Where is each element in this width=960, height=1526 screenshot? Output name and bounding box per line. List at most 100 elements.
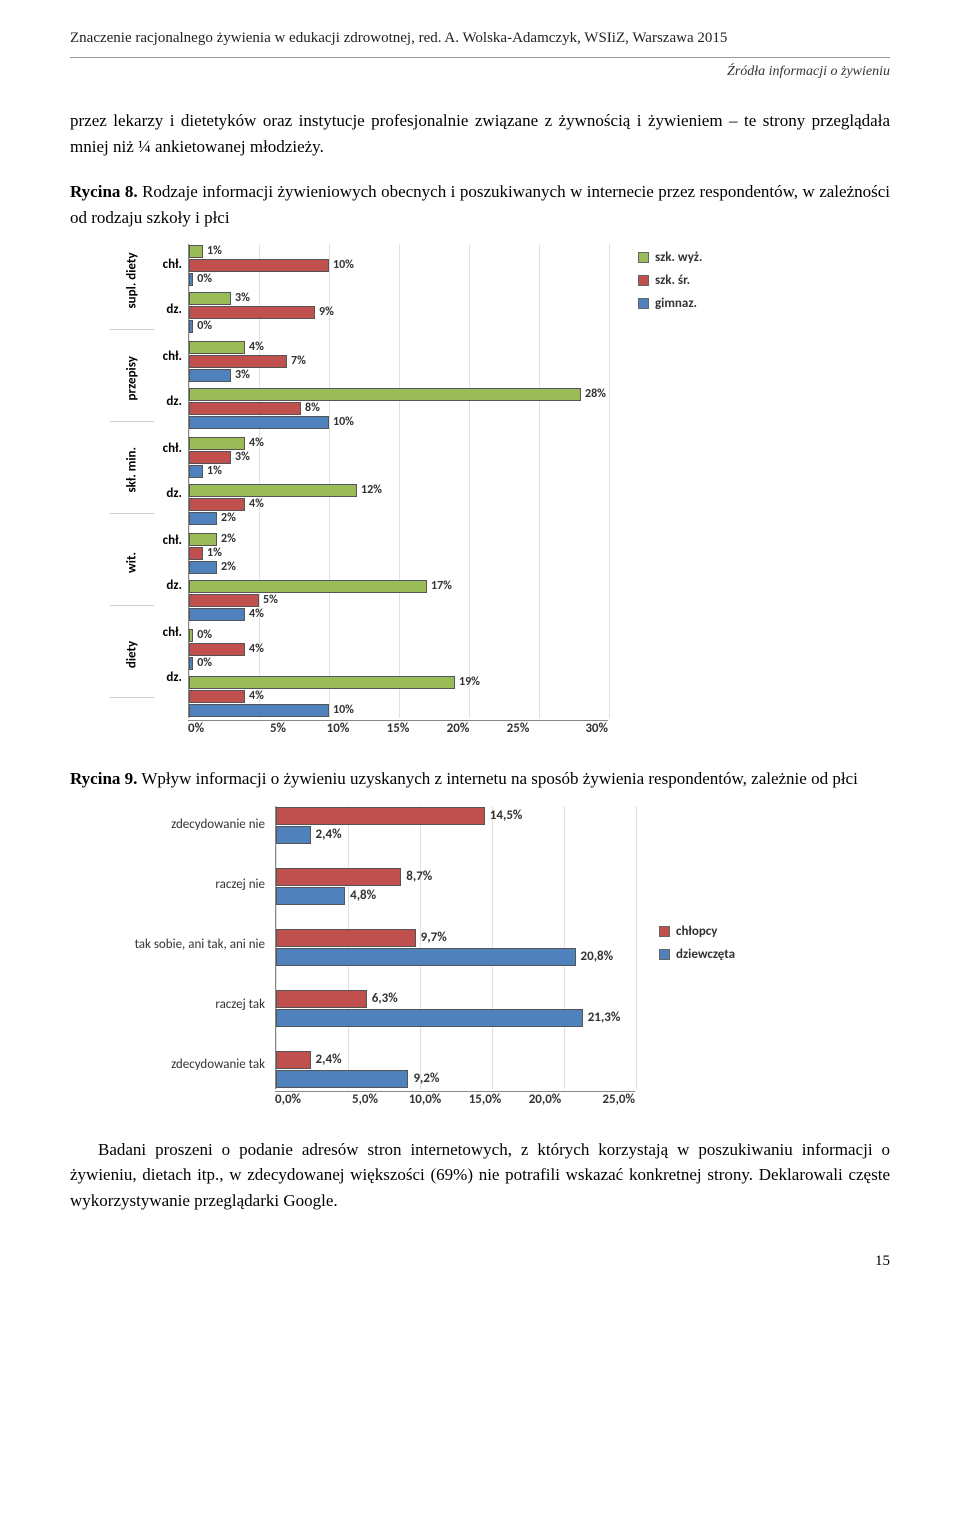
chart2-category-label: raczej nie (110, 866, 275, 904)
legend-label: gimnaz. (655, 296, 697, 311)
chart1-bar (189, 657, 193, 670)
chart2-bar-label: 2,4% (316, 827, 342, 842)
legend-swatch (659, 949, 670, 960)
legend-label: szk. śr. (655, 273, 690, 288)
chart1-xtick: 30% (548, 721, 608, 736)
chart2-category-label: raczej tak (110, 986, 275, 1024)
chart1-legend-item: szk. śr. (638, 273, 702, 288)
legend-label: dziewczęta (676, 947, 735, 962)
figure9-caption: Rycina 9. Wpływ informacji o żywieniu uz… (70, 766, 890, 792)
chart2-bar-label: 20,8% (581, 949, 614, 964)
chart1-bar (189, 437, 245, 450)
chart1-bar-label: 12% (361, 483, 382, 497)
chart1-bar-label: 2% (221, 532, 236, 546)
chart1-subgroup-label: dz. (154, 473, 188, 514)
chart1-bar-label: 10% (333, 258, 354, 272)
chart2-bar-label: 4,8% (350, 888, 376, 903)
chart2-bar-label: 2,4% (316, 1052, 342, 1067)
chart2-bar-label: 9,7% (421, 930, 447, 945)
chart1-bar (189, 388, 581, 401)
chart2-xtick: 15,0% (455, 1092, 515, 1107)
chart1-bar (189, 512, 217, 525)
chart2-bar (276, 826, 311, 844)
chart2-legend-item: chłopcy (659, 924, 735, 939)
chart2-bar-label: 14,5% (490, 808, 523, 823)
chart1-bar-label: 9% (319, 305, 334, 319)
chart1-bar-label: 0% (197, 656, 212, 670)
chart1-bar-label: 2% (221, 560, 236, 574)
chart2-bar (276, 868, 401, 886)
legend-swatch (659, 926, 670, 937)
chart1-bar-label: 1% (207, 464, 222, 478)
chart1-group-label: skł. min. (125, 449, 140, 493)
chart2-bar (276, 948, 576, 966)
chart1-group-label: diety (125, 633, 140, 677)
figure8-caption-text: Rodzaje informacji żywieniowych obecnych… (70, 182, 890, 227)
chart1-subgroup-label: dz. (154, 289, 188, 330)
chart1-bar-label: 0% (197, 272, 212, 286)
chart1-bar (189, 484, 357, 497)
chart1-subgroup-label: dz. (154, 565, 188, 606)
chart1-subgroup-label: dz. (154, 381, 188, 422)
chart2-xtick: 20,0% (515, 1092, 575, 1107)
chart1-bar-label: 10% (333, 415, 354, 429)
chart1-bar (189, 704, 329, 717)
chart1-bar-label: 28% (585, 387, 606, 401)
chart1-bar (189, 341, 245, 354)
chart1-bar-label: 10% (333, 703, 354, 717)
chart2-legend-item: dziewczęta (659, 947, 735, 962)
chart2-bar (276, 1009, 583, 1027)
chart1-xtick: 20% (428, 721, 488, 736)
legend-label: szk. wyż. (655, 250, 702, 265)
chart2-bar (276, 1070, 408, 1088)
chart2-bar-label: 8,7% (406, 869, 432, 884)
chart1-xtick: 25% (488, 721, 548, 736)
figure8-caption: Rycina 8. Rodzaje informacji żywieniowyc… (70, 179, 890, 230)
chart1-bar-label: 7% (291, 354, 306, 368)
chart1-bar-label: 2% (221, 511, 236, 525)
chart2-xtick: 0,0% (275, 1092, 335, 1107)
header-rule (70, 57, 890, 58)
chart-1: supl. dietyprzepisyskł. min.wit.dietychł… (110, 244, 790, 736)
chart2-bar (276, 887, 345, 905)
chart1-bar (189, 465, 203, 478)
chart1-bar (189, 629, 193, 642)
chart1-bar (189, 355, 287, 368)
chart1-bar (189, 259, 329, 272)
chart1-bar-label: 1% (207, 244, 222, 258)
chart1-subgroup-label: chł. (154, 244, 188, 285)
chart1-subgroup-label: chł. (154, 520, 188, 561)
chart2-bar (276, 1051, 311, 1069)
chart1-bar-label: 4% (249, 642, 264, 656)
chart1-bar-label: 5% (263, 593, 278, 607)
chart1-group-label: supl. diety (125, 265, 140, 309)
chart1-bar (189, 498, 245, 511)
chart2-category-label: tak sobie, ani tak, ani nie (110, 926, 275, 964)
chart-2: zdecydowanie nie raczej nie tak sobie, ani… (110, 806, 750, 1107)
chart1-legend-item: gimnaz. (638, 296, 702, 311)
chart1-bar (189, 416, 329, 429)
chart2-bar-label: 9,2% (413, 1071, 439, 1086)
chart1-bar (189, 306, 315, 319)
chart1-bar (189, 561, 217, 574)
chart2-category-label: zdecydowanie nie (110, 806, 275, 844)
chart1-bar (189, 320, 193, 333)
chart1-group-label: przepisy (125, 357, 140, 401)
chart1-bar-label: 4% (249, 340, 264, 354)
chart1-bar (189, 594, 259, 607)
chart1-legend-item: szk. wyż. (638, 250, 702, 265)
chart1-xtick: 15% (368, 721, 428, 736)
chart1-subgroup-label: chł. (154, 612, 188, 653)
chart1-bar (189, 451, 231, 464)
chart1-bar-label: 0% (197, 319, 212, 333)
chart1-bar-label: 4% (249, 436, 264, 450)
chart1-bar-label: 0% (197, 628, 212, 642)
chart1-bar-label: 17% (431, 579, 452, 593)
chart2-xtick: 5,0% (335, 1092, 395, 1107)
paragraph-2: Badani proszeni o podanie adresów stron … (70, 1137, 890, 1214)
chart1-subgroup-label: chł. (154, 336, 188, 377)
chart1-bar (189, 608, 245, 621)
section-subheader: Źródła informacji o żywieniu (70, 64, 890, 80)
legend-swatch (638, 252, 649, 263)
chart1-bar (189, 292, 231, 305)
